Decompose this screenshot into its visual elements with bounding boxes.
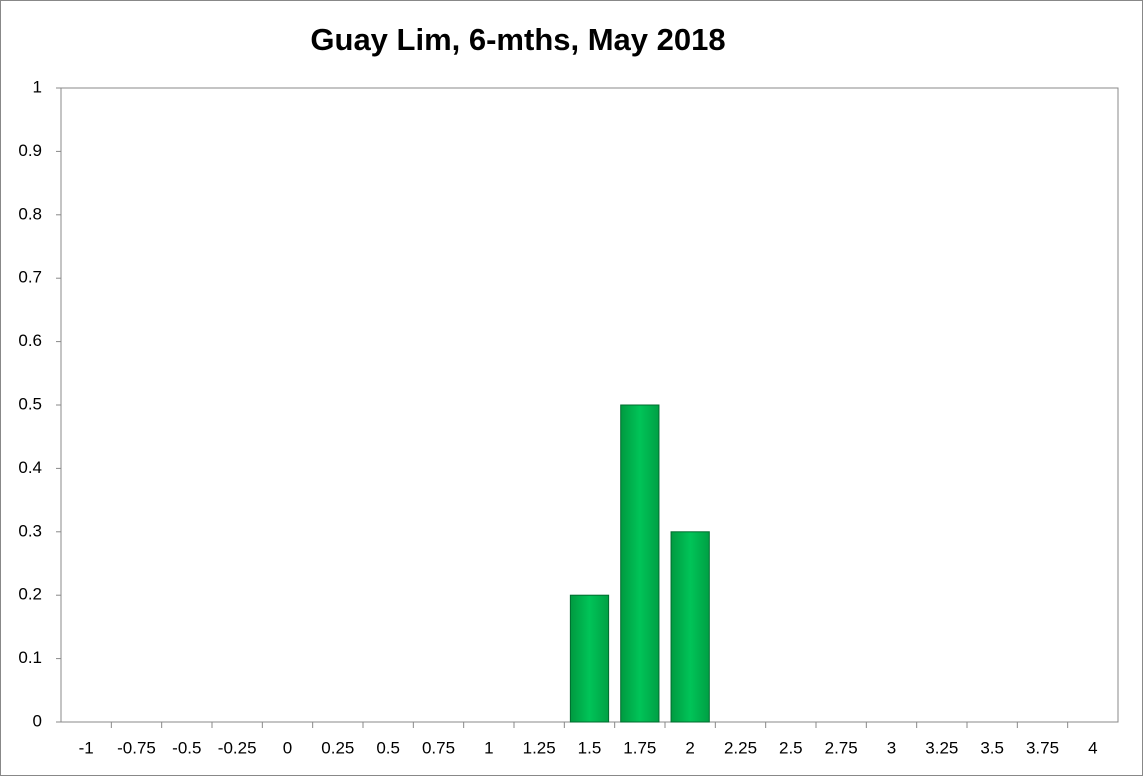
y-tick-label: 0.4	[18, 458, 42, 477]
bar	[620, 404, 660, 723]
x-tick-label: 0.75	[422, 738, 455, 757]
x-tick-label: 0.5	[376, 738, 400, 757]
chart-title: Guay Lim, 6-mths, May 2018	[310, 22, 725, 57]
x-tick-label: 2.75	[825, 738, 858, 757]
x-tick-label: -0.5	[172, 738, 201, 757]
x-tick-label: -1	[79, 738, 94, 757]
x-tick-label: 0	[283, 738, 292, 757]
x-tick-label: -0.75	[117, 738, 156, 757]
x-tick-label: 3.75	[1026, 738, 1059, 757]
x-tick-label: 4	[1088, 738, 1097, 757]
x-tick-label: 3	[887, 738, 896, 757]
x-tick-label: 2	[685, 738, 694, 757]
y-tick-label: 1	[33, 77, 42, 96]
x-tick-label: 3.5	[980, 738, 1004, 757]
x-tick-label: 2.5	[779, 738, 803, 757]
bar	[670, 531, 710, 723]
y-tick-label: 0.6	[18, 331, 42, 350]
y-tick-label: 0.9	[18, 141, 42, 160]
y-tick-label: 0.7	[18, 268, 42, 287]
y-tick-label: 0.3	[18, 521, 42, 540]
x-tick-label: 1	[484, 738, 493, 757]
x-tick-label: 1.25	[523, 738, 556, 757]
x-tick-label: 0.25	[321, 738, 354, 757]
y-tick-label: 0	[33, 711, 42, 730]
y-tick-label: 0.1	[18, 648, 42, 667]
x-tick-label: 2.25	[724, 738, 757, 757]
x-tick-label: 1.75	[623, 738, 656, 757]
x-tick-label: -0.25	[218, 738, 257, 757]
x-tick-label: 1.5	[578, 738, 602, 757]
y-tick-label: 0.5	[18, 394, 42, 413]
y-tick-label: 0.8	[18, 204, 42, 223]
bar	[569, 594, 610, 723]
y-tick-label: 0.2	[18, 585, 42, 604]
x-tick-label: 3.25	[925, 738, 958, 757]
